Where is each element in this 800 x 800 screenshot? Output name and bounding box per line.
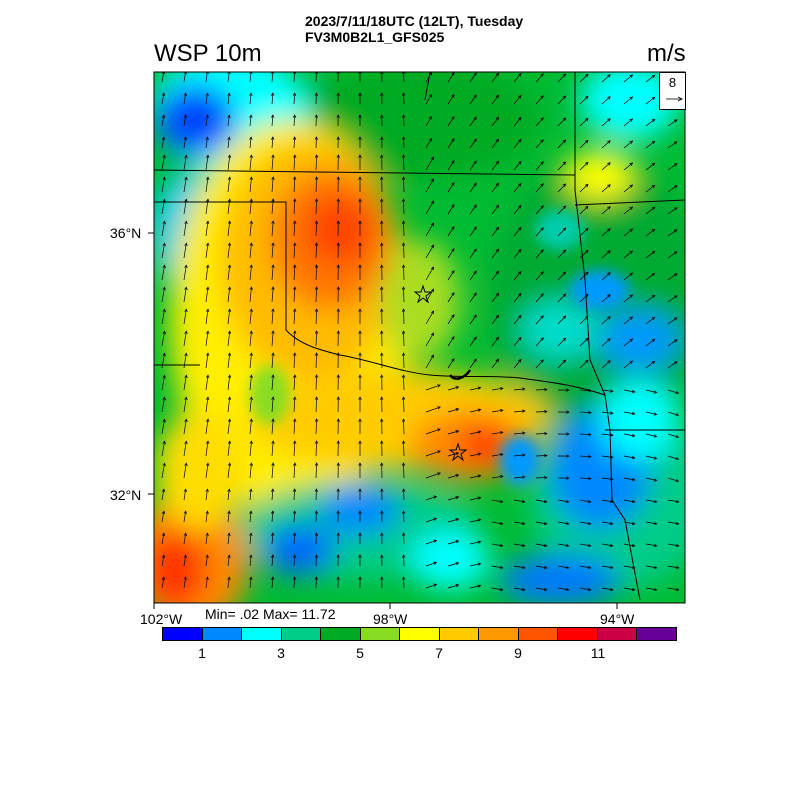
variable-label: WSP 10m bbox=[154, 40, 262, 67]
star-marker bbox=[448, 442, 468, 462]
colorbar-label: 3 bbox=[277, 645, 285, 661]
units-label: m/s bbox=[647, 40, 686, 67]
colorbar-label: 7 bbox=[435, 645, 443, 661]
colorbar-swatch bbox=[597, 628, 638, 640]
colorbar bbox=[162, 627, 677, 641]
model-title: FV3M0B2L1_GFS025 bbox=[305, 29, 445, 45]
colorbar-swatch bbox=[163, 628, 203, 640]
colorbar-swatch bbox=[321, 628, 361, 640]
colorbar-label: 9 bbox=[514, 645, 522, 661]
wind-field bbox=[154, 72, 685, 603]
min-max-stats: Min= .02 Max= 11.72 bbox=[205, 606, 336, 622]
reference-vector-box: 8 bbox=[659, 72, 686, 110]
colorbar-swatch bbox=[242, 628, 282, 640]
colorbar-label: 11 bbox=[590, 645, 606, 661]
wind-vectors bbox=[161, 72, 680, 592]
lat-label-32n: 32°N bbox=[110, 487, 142, 503]
lon-label-98w: 98°W bbox=[373, 611, 408, 627]
star-marker bbox=[413, 284, 433, 304]
map-frame bbox=[153, 71, 686, 604]
lon-label-94w: 94°W bbox=[600, 611, 635, 627]
colorbar-swatch bbox=[439, 628, 480, 640]
colorbar-swatch bbox=[479, 628, 519, 640]
colorbar-swatch bbox=[360, 628, 401, 640]
reference-vector-value: 8 bbox=[668, 75, 677, 90]
datetime-title: 2023/7/11/18UTC (12LT), Tuesday bbox=[305, 13, 524, 29]
colorbar-label: 1 bbox=[198, 645, 206, 661]
colorbar-swatch bbox=[202, 628, 243, 640]
lat-label-36n: 36°N bbox=[110, 225, 142, 241]
colorbar-swatch bbox=[558, 628, 598, 640]
colorbar-swatch bbox=[637, 628, 676, 640]
colorbar-swatch bbox=[400, 628, 440, 640]
colorbar-label: 5 bbox=[356, 645, 364, 661]
lon-label-102w: 102°W bbox=[140, 611, 183, 627]
colorbar-swatch bbox=[281, 628, 322, 640]
colorbar-swatch bbox=[518, 628, 559, 640]
reference-arrow-icon bbox=[666, 96, 683, 102]
